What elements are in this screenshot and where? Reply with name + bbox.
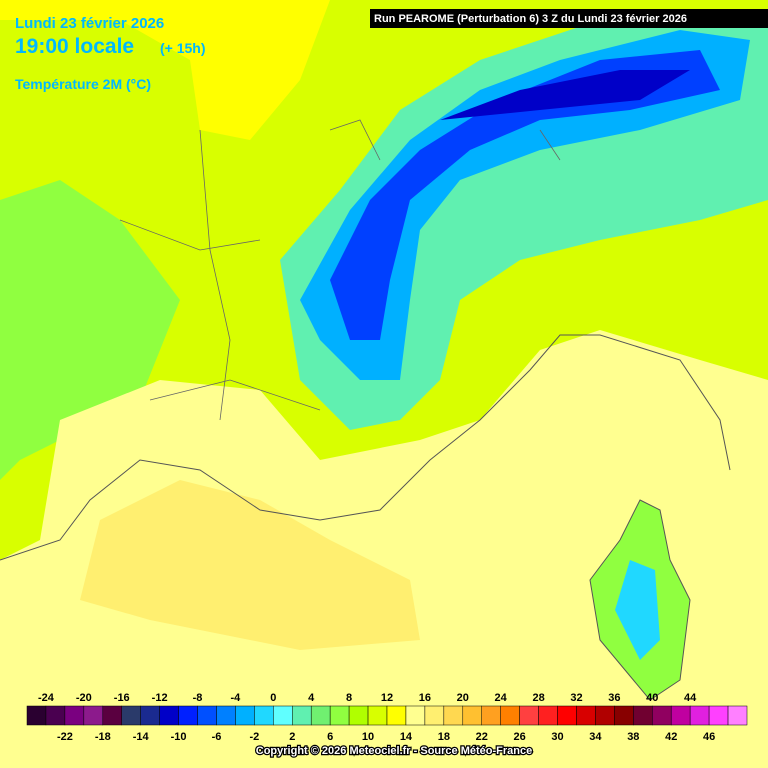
legend-label: 36 — [608, 692, 620, 704]
color-legend: -24 -20 -16 -12 -8 -4 0 4 8 12 16 20 24 28 32 36 40 44-22… — [26, 692, 748, 743]
legend-swatch — [670, 705, 691, 726]
legend-label: 44 — [684, 692, 697, 704]
legend-label: 10 — [362, 731, 374, 743]
legend-label: -12 — [152, 692, 168, 704]
run-info: Run PEAROME (Perturbation 6) 3 Z du Lund… — [374, 13, 687, 25]
legend-swatch — [614, 705, 634, 726]
legend-label: -18 — [95, 731, 111, 743]
legend-swatch — [481, 705, 501, 726]
coastline — [0, 334, 731, 561]
legend-swatch — [462, 705, 482, 726]
legend-swatch — [254, 705, 274, 726]
legend-swatch — [140, 705, 160, 726]
legend-label: 18 — [438, 731, 450, 743]
legend-swatch — [159, 705, 179, 726]
legend-swatch — [83, 705, 104, 726]
legend-swatch — [500, 705, 520, 726]
legend-label: 20 — [457, 692, 469, 704]
legend-swatch — [292, 705, 312, 726]
legend-label: 22 — [476, 731, 488, 743]
legend-label: 24 — [495, 692, 508, 704]
local-time: 19:00 locale — [15, 35, 134, 58]
legend-swatch — [235, 705, 255, 726]
legend-label: 38 — [627, 731, 639, 743]
legend-swatch — [329, 705, 350, 726]
legend-label: 34 — [589, 731, 602, 743]
variable: Température 2M (°C) — [15, 76, 151, 92]
legend-swatch — [633, 705, 653, 726]
legend-label: -16 — [114, 692, 130, 704]
legend-label: -4 — [231, 692, 242, 704]
run-banner — [370, 9, 768, 28]
alps-peaks — [440, 70, 690, 120]
legend-label: 16 — [419, 692, 431, 704]
legend-label: -22 — [57, 731, 73, 743]
legend-swatch — [405, 705, 426, 726]
legend-label: 46 — [703, 731, 715, 743]
legend-label: 0 — [270, 692, 276, 704]
warm-zone — [0, 0, 330, 140]
legend-label: 14 — [400, 731, 413, 743]
legend-label: 2 — [289, 731, 295, 743]
legend-swatch — [689, 705, 710, 726]
legend-swatch — [64, 705, 85, 726]
legend-swatch — [273, 705, 293, 726]
legend-swatch — [595, 705, 615, 726]
lead-time: (+ 15h) — [160, 40, 206, 56]
legend-swatch — [26, 705, 47, 726]
legend-label: 40 — [646, 692, 658, 704]
legend-label: -2 — [249, 731, 259, 743]
legend-swatch — [443, 705, 464, 726]
legend-swatch — [557, 705, 577, 726]
legend-label: -24 — [38, 692, 55, 704]
legend-swatch — [538, 705, 558, 726]
legend-swatch — [708, 705, 729, 726]
legend-swatch — [121, 705, 141, 726]
legend-swatch — [652, 705, 672, 726]
legend-swatch — [386, 705, 407, 726]
legend-label: 8 — [346, 692, 352, 704]
sea — [0, 330, 768, 768]
legend-swatch — [197, 705, 217, 726]
legend-label: -6 — [212, 731, 222, 743]
legend-label: 32 — [570, 692, 582, 704]
legend-label: 6 — [327, 731, 333, 743]
copyright: Copyright © 2026 Meteociel.fr - Source M… — [256, 745, 532, 757]
borders — [119, 119, 561, 421]
legend-label: -10 — [171, 731, 187, 743]
legend-swatch — [519, 705, 539, 726]
legend-swatch — [576, 705, 596, 726]
corsica-mountains — [615, 560, 660, 660]
legend-label: 30 — [551, 731, 563, 743]
legend-swatch — [178, 705, 198, 726]
legend-swatch — [424, 705, 445, 726]
legend-swatch — [216, 705, 236, 726]
legend-label: 42 — [665, 731, 677, 743]
date: Lundi 23 février 2026 — [15, 15, 164, 32]
legend-label: 26 — [514, 731, 526, 743]
warm-sea — [80, 480, 420, 650]
cool-zone — [0, 180, 180, 480]
legend-label: 4 — [308, 692, 315, 704]
legend-label: 12 — [381, 692, 393, 704]
legend-swatch — [310, 705, 331, 726]
legend-swatch — [102, 705, 122, 726]
legend-label: -14 — [133, 731, 150, 743]
alps-mid — [300, 30, 750, 380]
legend-label: -8 — [193, 692, 203, 704]
legend-swatch — [45, 705, 66, 726]
legend-label: -20 — [76, 692, 92, 704]
legend-swatch — [727, 705, 748, 726]
legend-swatch — [367, 705, 388, 726]
legend-label: 28 — [532, 692, 544, 704]
legend-swatch — [348, 705, 369, 726]
